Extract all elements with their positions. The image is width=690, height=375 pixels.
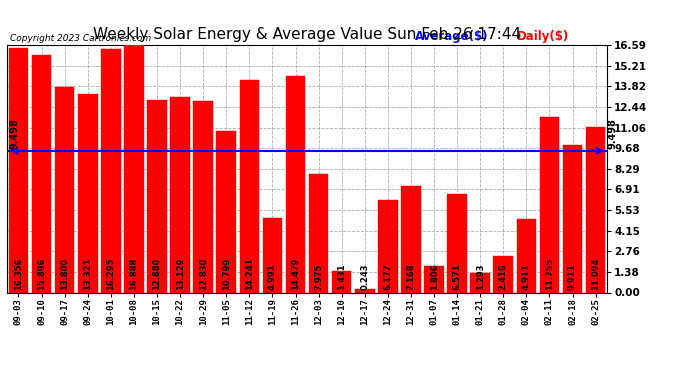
Bar [217, 131, 236, 292]
Text: 0.243: 0.243 [360, 264, 369, 290]
Text: 11.755: 11.755 [545, 258, 554, 290]
Bar [32, 56, 51, 292]
Text: 14.479: 14.479 [291, 258, 300, 290]
Text: 4.911: 4.911 [522, 264, 531, 290]
Text: Average($): Average($) [415, 30, 489, 42]
Text: 6.571: 6.571 [453, 264, 462, 290]
Bar [493, 256, 513, 292]
Bar [424, 266, 444, 292]
Text: 16.295: 16.295 [106, 258, 115, 290]
Bar [239, 80, 259, 292]
Title: Weekly Solar Energy & Average Value Sun Feb 26 17:44: Weekly Solar Energy & Average Value Sun … [93, 27, 521, 42]
Text: 14.241: 14.241 [245, 258, 254, 290]
Text: 16.356: 16.356 [14, 258, 23, 290]
Text: 2.416: 2.416 [499, 264, 508, 290]
Bar [147, 100, 167, 292]
Bar [286, 76, 305, 292]
Text: 16.888: 16.888 [130, 258, 139, 290]
Bar [9, 48, 28, 292]
Bar [78, 94, 97, 292]
Text: 7.168: 7.168 [406, 264, 415, 290]
Bar [355, 289, 375, 292]
Text: 6.177: 6.177 [384, 264, 393, 290]
Bar [447, 195, 467, 292]
Bar [124, 40, 144, 292]
Text: 12.880: 12.880 [152, 258, 161, 290]
Text: 1.431: 1.431 [337, 264, 346, 290]
Bar [540, 117, 560, 292]
Bar [170, 97, 190, 292]
Text: 13.129: 13.129 [175, 258, 184, 290]
Text: 1.806: 1.806 [430, 264, 439, 290]
Bar [101, 50, 121, 292]
Text: 11.094: 11.094 [591, 258, 600, 290]
Bar [471, 273, 490, 292]
Bar [517, 219, 536, 292]
Bar [378, 200, 397, 292]
Bar [332, 271, 351, 292]
Bar [586, 127, 605, 292]
Text: 1.293: 1.293 [475, 264, 484, 290]
Text: 12.830: 12.830 [199, 258, 208, 290]
Text: 15.896: 15.896 [37, 258, 46, 290]
Text: 13.321: 13.321 [83, 258, 92, 290]
Text: Daily($): Daily($) [518, 30, 569, 42]
Bar [563, 145, 582, 292]
Bar [263, 218, 282, 292]
Text: 7.975: 7.975 [314, 264, 323, 290]
Bar [401, 186, 421, 292]
Bar [309, 174, 328, 292]
Bar [193, 101, 213, 292]
Text: Copyright 2023 Cartronics.com: Copyright 2023 Cartronics.com [10, 33, 151, 42]
Text: 13.800: 13.800 [60, 258, 69, 290]
Text: 4.991: 4.991 [268, 264, 277, 290]
Text: 9.911: 9.911 [568, 264, 577, 290]
Text: 9.498: 9.498 [9, 118, 19, 148]
Text: 9.498: 9.498 [607, 118, 617, 148]
Bar [55, 87, 75, 292]
Text: 10.799: 10.799 [221, 258, 230, 290]
